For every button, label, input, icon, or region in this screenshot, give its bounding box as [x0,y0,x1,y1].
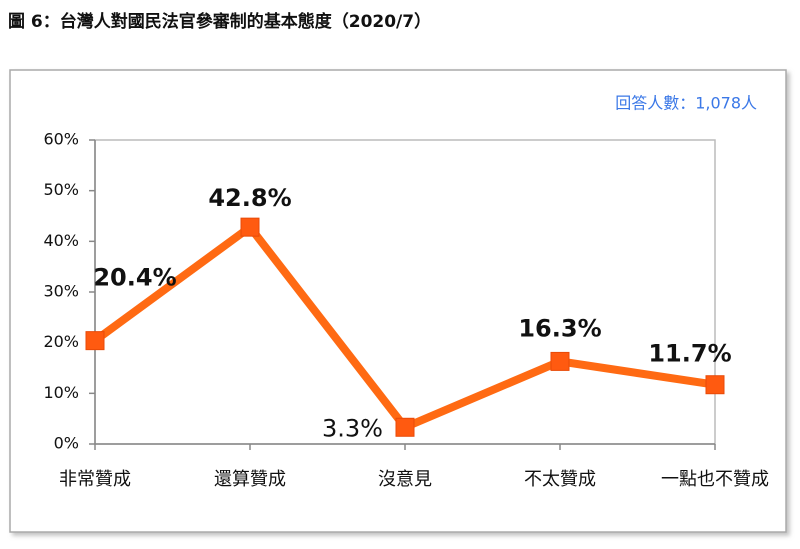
x-tick-label: 非常贊成 [59,469,131,490]
y-tick-label: 50% [43,180,79,199]
y-tick-label: 40% [43,231,79,250]
data-label: 11.7% [648,340,731,368]
x-tick-label: 一點也不贊成 [661,469,769,490]
marker [395,417,415,437]
x-tick-label: 沒意見 [378,469,432,490]
x-tick-label: 還算贊成 [214,469,286,490]
y-tick-label: 10% [43,383,79,402]
y-tick-label: 60% [43,130,79,149]
data-label: 16.3% [518,314,601,342]
y-tick-label: 20% [43,332,79,351]
annotation: 回答人數：1,078人 [615,94,757,113]
x-tick-label: 不太贊成 [524,469,596,490]
marker [85,331,105,351]
marker [550,351,570,371]
marker [705,375,725,395]
data-label: 42.8% [208,184,291,212]
y-tick-label: 30% [43,282,79,301]
chart-frame [9,69,787,533]
chart-title: 圖 6：台灣人對國民法官參審制的基本態度（2020/7） [8,11,431,32]
data-label: 20.4% [93,264,176,292]
data-label: 3.3% [322,414,383,442]
y-tick-label: 0% [54,434,79,453]
marker [240,217,260,237]
